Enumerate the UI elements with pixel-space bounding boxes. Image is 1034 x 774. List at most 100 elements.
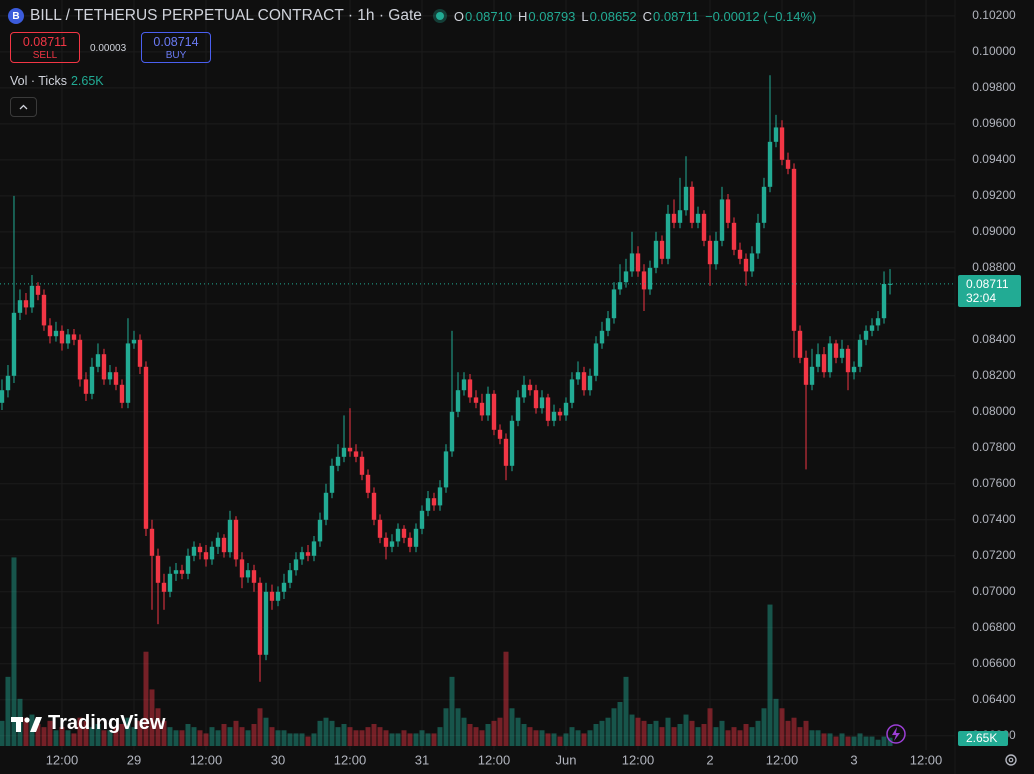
volume-bar <box>23 717 29 746</box>
candle-body <box>851 366 857 373</box>
candle-body <box>623 271 629 283</box>
volume-bar <box>269 727 275 746</box>
brand-logo: TradingView <box>10 712 165 735</box>
volume-bar <box>413 733 419 746</box>
volume-bar <box>257 708 263 746</box>
x-tick-label: 12:00 <box>46 752 79 767</box>
volume-bar <box>41 727 47 746</box>
volume-bar <box>545 733 551 746</box>
volume-bar <box>275 730 281 746</box>
volume-bar <box>437 727 443 746</box>
candle-body <box>95 354 101 367</box>
volume-bar <box>335 727 341 746</box>
candle-body <box>569 379 575 403</box>
candle-body <box>749 253 755 272</box>
volume-bar <box>845 736 851 746</box>
volume-bar <box>407 733 413 746</box>
symbol-title: BILL / TETHERUS PERPETUAL CONTRACT · 1h … <box>30 7 422 24</box>
volume-bar <box>767 604 773 746</box>
volume-bar <box>107 730 113 746</box>
y-tick-label: 0.09600 <box>972 116 1016 130</box>
volume-bar <box>743 724 749 746</box>
volume-bar <box>11 557 17 746</box>
candle-body <box>275 591 281 601</box>
x-tick-label: 12:00 <box>190 752 223 767</box>
candle-body <box>47 325 53 337</box>
volume-bar <box>173 730 179 746</box>
volume-bar <box>575 730 581 746</box>
ohlc-value: 0.08793 <box>528 8 576 24</box>
volume-bar <box>857 733 863 746</box>
candle-body <box>0 390 5 403</box>
volume-bar <box>851 736 857 746</box>
volume-bar <box>203 733 209 746</box>
candle-body <box>155 555 161 583</box>
volume-bar <box>563 733 569 746</box>
volume-bar <box>473 727 479 746</box>
candle-body <box>281 582 287 592</box>
candle-body <box>575 372 581 380</box>
candle-body <box>791 168 797 331</box>
volume-bar <box>299 733 305 746</box>
volume-bar <box>779 708 785 746</box>
candle-body <box>305 552 311 556</box>
volume-bar <box>191 727 197 746</box>
settings-icon-core <box>1008 757 1014 763</box>
candle-body <box>299 552 305 560</box>
volume-bar <box>233 720 239 746</box>
collapse-button[interactable] <box>10 97 37 117</box>
candle-body <box>545 397 551 421</box>
volume-bar <box>551 733 557 746</box>
candle-body <box>845 348 851 373</box>
candle-body <box>695 213 701 223</box>
x-tick-label: 2 <box>706 752 713 767</box>
chevron-icon <box>19 104 28 110</box>
y-tick-label: 0.06400 <box>972 692 1016 706</box>
candle-body <box>479 402 485 416</box>
buy-price: 0.08714 <box>153 35 199 49</box>
market-status <box>435 12 444 20</box>
candle-body <box>101 354 107 380</box>
candle-body <box>347 447 353 452</box>
volume-bar <box>815 730 821 746</box>
candle-body <box>173 570 179 574</box>
volume-bar <box>653 720 659 746</box>
ohlc-key: H <box>518 8 528 24</box>
volume-bar <box>329 720 335 746</box>
candle-body <box>767 141 773 187</box>
candle-body <box>737 249 743 259</box>
volume-bar <box>527 727 533 746</box>
volume-bar <box>131 727 137 746</box>
y-tick-label: 0.08400 <box>972 332 1016 346</box>
candle-body <box>773 127 779 142</box>
candle-body <box>407 537 413 547</box>
volume-bar <box>803 720 809 746</box>
candle-body <box>521 384 527 398</box>
candle-body <box>803 357 809 385</box>
buy-button[interactable]: 0.08714 BUY <box>141 32 211 63</box>
candle-body <box>11 312 17 376</box>
candle-body <box>209 546 215 560</box>
candle-body <box>731 222 737 250</box>
candle-body <box>797 330 803 358</box>
volume-bar <box>623 676 629 746</box>
candle-body <box>89 366 95 394</box>
ohlc-key: O <box>453 8 465 24</box>
candle-body <box>113 372 119 385</box>
candle-body <box>17 300 23 313</box>
candle-body <box>527 384 533 391</box>
candle-body <box>107 372 113 380</box>
volume-bar <box>515 717 521 746</box>
x-tick-label: 30 <box>271 752 285 767</box>
candle-body <box>71 334 77 340</box>
sell-button[interactable]: 0.08711 SELL <box>10 32 80 63</box>
y-tick-label: 0.09000 <box>972 224 1016 238</box>
volume-bar <box>719 720 725 746</box>
candle-body <box>215 537 221 547</box>
volume-bar <box>383 730 389 746</box>
volume-bar <box>701 724 707 746</box>
volume-bar <box>773 698 779 746</box>
candle-body <box>809 366 815 385</box>
candle-body <box>389 541 395 547</box>
